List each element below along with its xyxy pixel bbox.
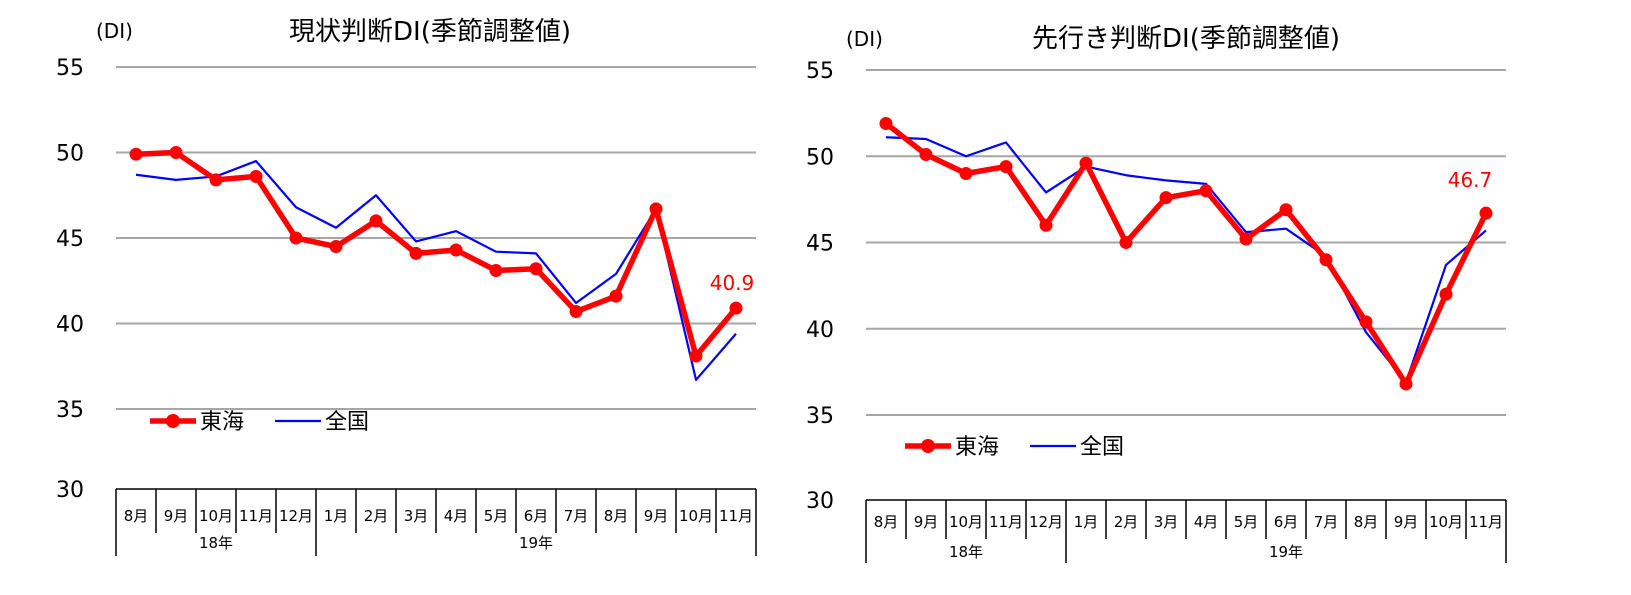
data-point: [689, 349, 703, 363]
y-tick-label: 45: [806, 232, 834, 257]
x-tick-label: 3月: [1154, 513, 1179, 531]
data-point: [249, 169, 263, 183]
data-point: [959, 167, 973, 180]
legend-label-zenkoku: 全国: [1080, 435, 1124, 460]
data-point: [1319, 253, 1333, 267]
x-tick-label: 9月: [1394, 513, 1419, 531]
x-tick-label: 1月: [324, 507, 349, 525]
data-point: [129, 147, 143, 161]
data-point: [1039, 218, 1053, 232]
legend-label-zenkoku: 全国: [325, 410, 369, 435]
data-point: [1479, 206, 1493, 220]
data-point: [1199, 184, 1213, 198]
data-point: [729, 301, 743, 315]
x-tick-label: 10月: [199, 507, 233, 525]
data-point: [209, 173, 223, 187]
x-tick-label: 8月: [604, 507, 629, 525]
x-tick-label: 11月: [989, 513, 1023, 531]
data-point: [879, 116, 893, 130]
x-tick-label: 8月: [124, 507, 149, 525]
chart-2: 30 35 40 45 50 55 (DI) 先行き判断DI(季節調整値) 8月 9月 10月 11月…: [806, 24, 1507, 563]
x-tick-label: 9月: [914, 513, 939, 531]
x-tick-label: 10月: [679, 507, 713, 525]
year-label: 18年: [949, 543, 983, 561]
x-tick-label: 9月: [644, 507, 669, 525]
y-tick-label: 30: [806, 489, 834, 514]
x-tick-label: 10月: [949, 513, 983, 531]
data-point: [1159, 191, 1173, 205]
data-point: [169, 146, 183, 159]
x-tick-label: 5月: [1234, 513, 1259, 531]
x-tick-label: 8月: [1354, 513, 1379, 531]
data-point: [1359, 315, 1373, 329]
y-tick-label: 30: [56, 478, 84, 503]
last-value-label: 46.7: [1448, 168, 1493, 192]
data-point: [569, 305, 583, 319]
data-point: [1439, 287, 1453, 301]
data-point: [999, 160, 1013, 174]
data-point: [1399, 377, 1413, 391]
data-point: [369, 214, 383, 228]
legend-marker-tokai: [166, 414, 180, 428]
y-tick-label: 50: [56, 142, 84, 167]
y-tick-label: 35: [56, 398, 84, 423]
x-tick-label: 2月: [364, 507, 389, 525]
last-value-label: 40.9: [710, 271, 755, 295]
x-tick-label: 2月: [1114, 513, 1139, 531]
y-axis-label: (DI): [96, 19, 133, 43]
legend-label-tokai: 東海: [200, 410, 244, 435]
data-point: [609, 289, 623, 303]
data-point: [489, 263, 503, 277]
data-point: [919, 148, 933, 162]
x-tick-label: 11月: [719, 507, 753, 525]
data-point: [1119, 236, 1133, 249]
x-tick-label: 11月: [239, 507, 273, 525]
chart-title: 先行き判断DI(季節調整値): [1032, 24, 1340, 54]
y-tick-label: 50: [806, 145, 834, 170]
chart-1: 30 35 40 45 50 55 (DI) 現状判断DI(季節調整値) 8月 9月 10月 11月 1…: [56, 17, 757, 556]
x-tick-label: 4月: [444, 507, 469, 525]
year-label: 19年: [519, 534, 553, 552]
y-tick-label: 40: [806, 318, 834, 343]
series-line-東海: [884, 121, 1489, 387]
data-point: [409, 246, 423, 260]
legend-marker-tokai: [921, 439, 935, 453]
data-point: [529, 262, 543, 276]
x-tick-label: 9月: [164, 507, 189, 525]
x-tick-label: 4月: [1194, 513, 1219, 531]
x-tick-label: 8月: [874, 513, 899, 531]
data-point: [1079, 156, 1093, 170]
chart-title: 現状判断DI(季節調整値): [289, 17, 571, 47]
x-tick-label: 6月: [1274, 513, 1299, 531]
data-point: [1239, 232, 1253, 246]
data-point: [329, 240, 343, 254]
data-point: [649, 202, 663, 216]
series-line-全国: [135, 159, 737, 382]
legend-label-tokai: 東海: [955, 435, 999, 460]
y-tick-label: 55: [806, 59, 834, 84]
x-tick-label: 7月: [564, 507, 589, 525]
y-tick-label: 55: [56, 56, 84, 81]
x-tick-label: 5月: [484, 507, 509, 525]
y-axis-label: (DI): [846, 27, 883, 51]
x-tick-label: 1月: [1074, 513, 1099, 531]
x-tick-label: 3月: [404, 507, 429, 525]
series-line-東海: [135, 149, 739, 359]
x-tick-label: 10月: [1429, 513, 1463, 531]
x-tick-label: 12月: [279, 507, 313, 525]
y-tick-label: 40: [56, 313, 84, 338]
x-tick-label: 7月: [1314, 513, 1339, 531]
x-tick-label: 12月: [1029, 513, 1063, 531]
x-tick-label: 11月: [1469, 513, 1503, 531]
y-tick-label: 35: [806, 404, 834, 429]
data-point: [289, 231, 303, 245]
data-point: [1279, 203, 1293, 217]
data-point: [449, 243, 463, 257]
y-tick-label: 45: [56, 227, 84, 252]
year-label: 18年: [199, 534, 233, 552]
x-tick-label: 6月: [524, 507, 549, 525]
year-label: 19年: [1269, 543, 1303, 561]
